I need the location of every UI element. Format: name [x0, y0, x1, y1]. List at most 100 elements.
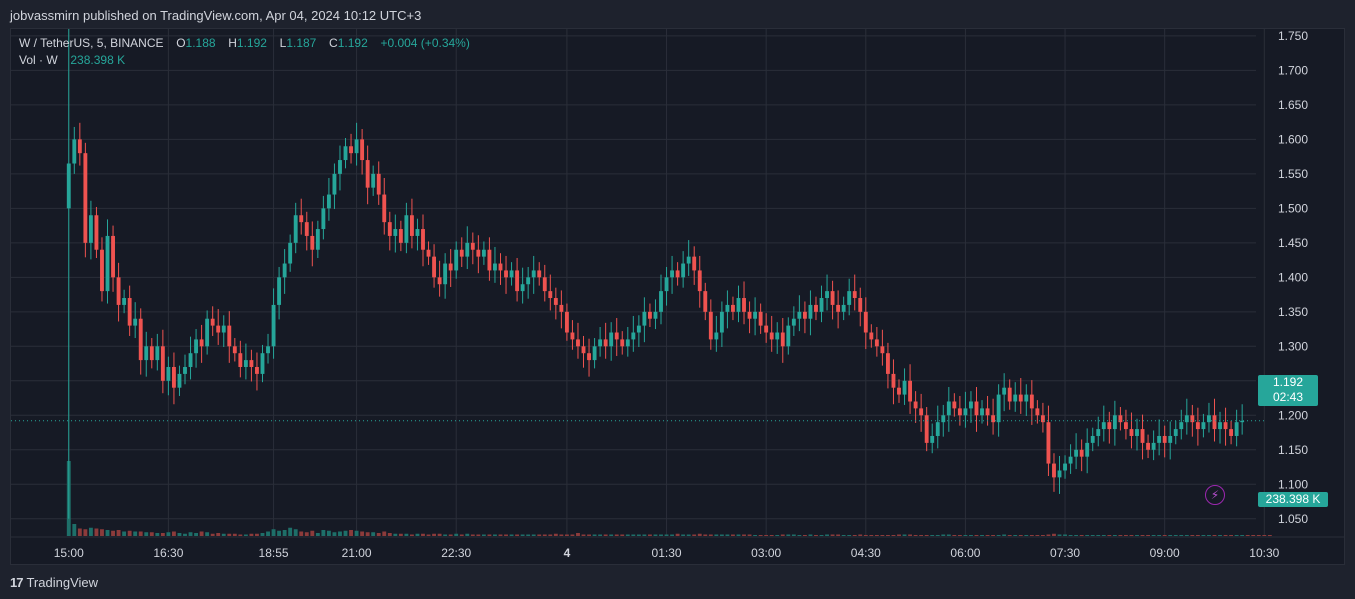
candle	[553, 287, 558, 320]
candle-body	[1146, 442, 1151, 450]
candle-body	[448, 263, 453, 271]
volume-bar	[171, 531, 176, 536]
candle-body	[647, 311, 652, 319]
volume-bar	[642, 534, 647, 536]
volume-bar	[1267, 535, 1272, 536]
volume-bar	[1223, 535, 1228, 536]
candle	[1052, 453, 1056, 492]
volume-bar	[714, 534, 719, 536]
symbol-label[interactable]: W / TetherUS, 5, BINANCE	[19, 36, 164, 50]
candle	[1190, 404, 1195, 437]
candle-body	[481, 249, 486, 257]
volume-bar	[515, 534, 520, 536]
publish-info: jobvassmirn published on TradingView.com…	[10, 8, 422, 23]
candle	[1123, 409, 1128, 440]
volume-bar	[349, 530, 353, 536]
volume-bar	[1251, 535, 1256, 536]
candle-body	[277, 277, 282, 305]
candle-body	[1123, 422, 1128, 430]
candle-body	[77, 139, 82, 154]
candle-body	[443, 263, 448, 285]
candle	[332, 163, 337, 210]
candle-body	[437, 277, 442, 285]
lightning-icon[interactable]: ⚡	[1205, 485, 1225, 505]
candle-body	[980, 408, 984, 416]
volume-bar	[72, 524, 77, 536]
volume-bar	[443, 534, 448, 536]
candle-body	[216, 325, 221, 333]
candle	[919, 393, 924, 432]
price-tick-label: 1.750	[1278, 29, 1308, 43]
volume-bar	[636, 534, 641, 536]
candle	[653, 299, 658, 330]
volume-bar	[83, 529, 88, 536]
open-label: O	[176, 36, 186, 50]
candle	[686, 240, 691, 276]
candle-body	[116, 277, 121, 305]
tradingview-logo-icon[interactable]: 17	[10, 575, 24, 590]
candle-body	[72, 139, 77, 164]
candle	[1240, 404, 1245, 435]
candlestick-chart[interactable]: 1.0501.1001.1501.2001.2501.3001.3501.400…	[11, 29, 1345, 565]
last-price-value: 1.192	[1272, 375, 1304, 389]
candle-body	[332, 173, 337, 195]
volume-bar	[980, 535, 984, 536]
candle-body	[675, 270, 680, 278]
candle	[354, 122, 359, 166]
volume-bars	[66, 461, 1272, 536]
candle-body	[249, 360, 254, 367]
volume-bar	[232, 533, 237, 536]
candle-body	[255, 367, 259, 374]
candle	[122, 289, 127, 314]
chart-frame[interactable]: 1.0501.1001.1501.2001.2501.3001.3501.400…	[10, 28, 1345, 565]
time-tick-label: 01:30	[652, 546, 682, 560]
candle-body	[221, 325, 226, 333]
candle-body	[238, 353, 243, 367]
candle	[858, 287, 863, 327]
candle	[1201, 413, 1206, 438]
candle	[100, 237, 104, 302]
volume-bar	[847, 535, 852, 536]
candle-body	[1063, 463, 1067, 471]
volume-bar	[603, 534, 608, 536]
volume-bar	[138, 531, 143, 536]
candle	[625, 326, 630, 357]
candle	[426, 241, 431, 265]
volume-bar	[432, 533, 437, 536]
volume-bar	[509, 534, 514, 536]
candle	[659, 274, 663, 325]
candle	[437, 260, 442, 297]
candle	[509, 262, 514, 286]
candle-body	[382, 194, 387, 223]
candle	[326, 177, 331, 221]
candle-body	[930, 435, 935, 443]
candle	[1173, 420, 1178, 445]
volume-bar	[564, 534, 569, 536]
candle-body	[404, 215, 409, 243]
candle	[1168, 421, 1173, 460]
volume-bar	[1146, 535, 1151, 536]
candle-body	[825, 291, 829, 299]
volume-bar	[177, 533, 182, 536]
candle-body	[210, 318, 215, 326]
candle-body	[282, 263, 287, 278]
candle	[1029, 380, 1034, 425]
candle-body	[681, 263, 686, 278]
candle-body	[1040, 415, 1045, 423]
volume-bar	[830, 534, 835, 536]
candle-body	[205, 318, 210, 347]
candle-body	[603, 339, 608, 347]
volume-bar	[133, 531, 138, 536]
brand-name[interactable]: TradingView	[26, 575, 99, 590]
volume-bar	[581, 534, 586, 536]
volume-bar	[310, 530, 315, 536]
volume-bar	[731, 534, 735, 536]
volume-label[interactable]: Vol · W	[19, 53, 58, 67]
volume-bar	[332, 532, 337, 536]
candle	[443, 253, 448, 299]
time-tick-label: 16:30	[153, 546, 183, 560]
candle-body	[1240, 420, 1245, 423]
candle	[493, 246, 497, 283]
candle	[1063, 455, 1067, 479]
candle-body	[1129, 429, 1134, 436]
